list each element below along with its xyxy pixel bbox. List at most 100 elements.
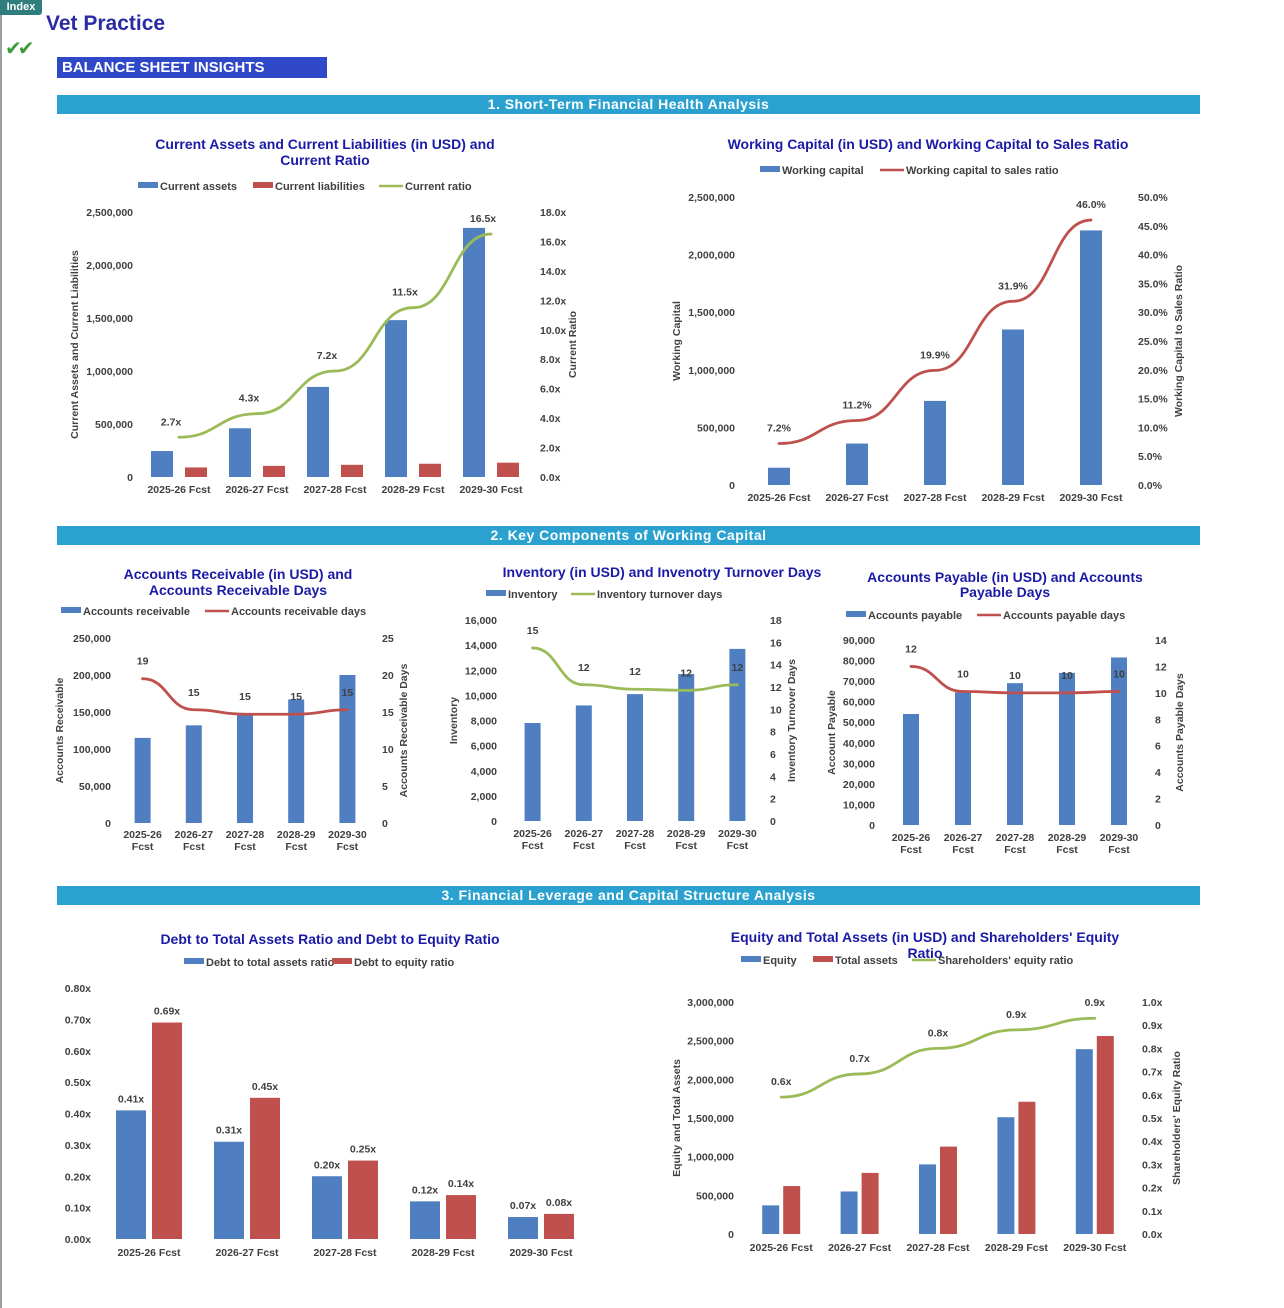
line-data-label: 10 [957, 669, 969, 681]
y2-tick-label: 12.0x [540, 295, 566, 307]
y2-tick-label: 10 [1155, 688, 1167, 700]
bar-debt-to-equity-ratio [152, 1022, 182, 1239]
line-data-label: 12 [732, 662, 744, 674]
legend-swatch-bar [61, 607, 81, 613]
y-tick-label: 6,000 [471, 741, 497, 753]
x-tick-label: Fcst [1108, 844, 1130, 856]
y2-tick-label: 0.1x [1142, 1206, 1163, 1218]
y-tick-label: 10,000 [465, 690, 497, 702]
line-data-label: 10 [1009, 670, 1021, 682]
y2-tick-label: 14 [1155, 635, 1167, 647]
y-tick-label: 0.70x [65, 1014, 91, 1026]
y-tick-label: 0.80x [65, 983, 91, 995]
y2-tick-label: 14 [770, 660, 782, 672]
y2-tick-label: 0 [1155, 820, 1161, 832]
bar-current-liabilities [497, 462, 519, 477]
y2-tick-label: 0 [382, 818, 388, 830]
y-tick-label: 2,000,000 [687, 1074, 734, 1086]
y-tick-label: 2,000,000 [688, 250, 735, 262]
bar-current-liabilities [263, 465, 285, 477]
bar-current-assets [151, 451, 173, 477]
line-data-label: 15 [342, 687, 354, 699]
chart-title: Accounts Payable (in USD) and Accounts [867, 569, 1143, 585]
line-data-label: 2.7x [161, 416, 182, 428]
legend-label: Debt to equity ratio [354, 957, 455, 969]
bar-working-capital [1080, 230, 1102, 485]
y2-tick-label: 10 [770, 704, 782, 716]
line-data-label: 15 [527, 625, 539, 637]
x-tick-label: 2025-26 [892, 832, 931, 844]
app-title: Vet Practice [46, 12, 166, 35]
x-tick-label: Fcst [337, 841, 359, 853]
y-tick-label: 1,500,000 [688, 307, 735, 319]
y2-tick-label: 35.0% [1138, 278, 1168, 290]
x-tick-label: 2027-28 Fcst [313, 1247, 377, 1259]
y-tick-label: 60,000 [843, 697, 875, 709]
y2-tick-label: 2 [1155, 794, 1161, 806]
y-tick-label: 50,000 [843, 717, 875, 729]
bar-accounts-payable [1059, 672, 1075, 825]
bar-accounts-receivable [185, 725, 202, 823]
chart-title: Accounts Receivable (in USD) and [124, 566, 353, 582]
x-tick-label: Fcst [1004, 844, 1026, 856]
chart-title: Debt to Total Assets Ratio and Debt to E… [160, 931, 499, 947]
chart-current-assets-liabilities: Current Assets and Current Liabilities (… [69, 136, 579, 496]
legend-label: Debt to total assets ratio [206, 957, 335, 969]
y-tick-label: 2,500,000 [688, 192, 735, 204]
line-data-label: 0.9x [1085, 997, 1106, 1009]
bar-working-capital [924, 400, 946, 485]
legend-label: Current liabilities [275, 181, 365, 193]
y2-tick-label: 8 [770, 727, 776, 739]
y2-tick-label: 5.0% [1138, 451, 1163, 463]
index-tab[interactable]: Index [0, 0, 42, 15]
x-tick-label: Fcst [522, 840, 544, 852]
y-tick-label: 0 [869, 820, 875, 832]
line-data-label: 16.5x [470, 213, 496, 225]
bar-inventory [524, 723, 541, 821]
y-tick-label: 2,000 [471, 791, 497, 803]
line-data-label: 7.2% [767, 423, 792, 435]
y-tick-label: 0.00x [65, 1234, 91, 1246]
y2-tick-label: 10.0x [540, 325, 566, 337]
y2-tick-label: 20 [382, 670, 394, 682]
y2-tick-label: 0.8x [1142, 1043, 1163, 1055]
y2-axis-title: Shareholders' Equity Ratio [1171, 1051, 1183, 1185]
legend-label: Accounts payable [868, 610, 962, 622]
y-tick-label: 1,500,000 [86, 313, 133, 325]
legend-label: Shareholders' equity ratio [938, 955, 1074, 967]
chart-title: Working Capital (in USD) and Working Cap… [728, 136, 1129, 152]
x-tick-label: 2026-27 Fcst [225, 484, 289, 496]
bar-data-label: 0.31x [216, 1125, 242, 1137]
line-data-label: 15 [188, 687, 200, 699]
x-tick-label: 2025-26 [123, 829, 162, 841]
y2-tick-label: 0.0x [1142, 1229, 1163, 1241]
line-data-label: 19 [137, 656, 149, 668]
x-tick-label: 2029-30 Fcst [459, 484, 523, 496]
y2-tick-label: 0.0x [540, 472, 561, 484]
legend-swatch-bar [760, 166, 780, 172]
bar-current-liabilities [419, 463, 441, 477]
y-tick-label: 100,000 [73, 744, 111, 756]
x-tick-label: Fcst [285, 841, 307, 853]
x-tick-label: Fcst [900, 844, 922, 856]
y2-tick-label: 5 [382, 781, 388, 793]
y2-tick-label: 2 [770, 794, 776, 806]
bar-data-label: 0.07x [510, 1200, 536, 1212]
y-tick-label: 40,000 [843, 738, 875, 750]
bar-data-label: 0.08x [546, 1197, 572, 1209]
legend-label: Equity [763, 955, 797, 967]
y2-tick-label: 18.0x [540, 207, 566, 219]
section-band-short-term: 1. Short-Term Financial Health Analysis [57, 95, 1200, 114]
y-tick-label: 500,000 [95, 419, 133, 431]
x-tick-label: 2026-27 Fcst [215, 1247, 279, 1259]
legend-label: Accounts receivable [83, 606, 190, 618]
x-tick-label: Fcst [234, 841, 256, 853]
chart-title: Inventory (in USD) and Invenotry Turnove… [503, 564, 822, 580]
y2-tick-label: 0.7x [1142, 1067, 1163, 1079]
x-tick-label: 2028-29 [277, 829, 316, 841]
y2-tick-label: 0.6x [1142, 1090, 1163, 1102]
y2-tick-label: 20.0% [1138, 365, 1168, 377]
y-tick-label: 0 [728, 1229, 734, 1241]
bar-debt-to-total-assets-ratio [410, 1201, 440, 1239]
y2-tick-label: 0 [770, 816, 776, 828]
